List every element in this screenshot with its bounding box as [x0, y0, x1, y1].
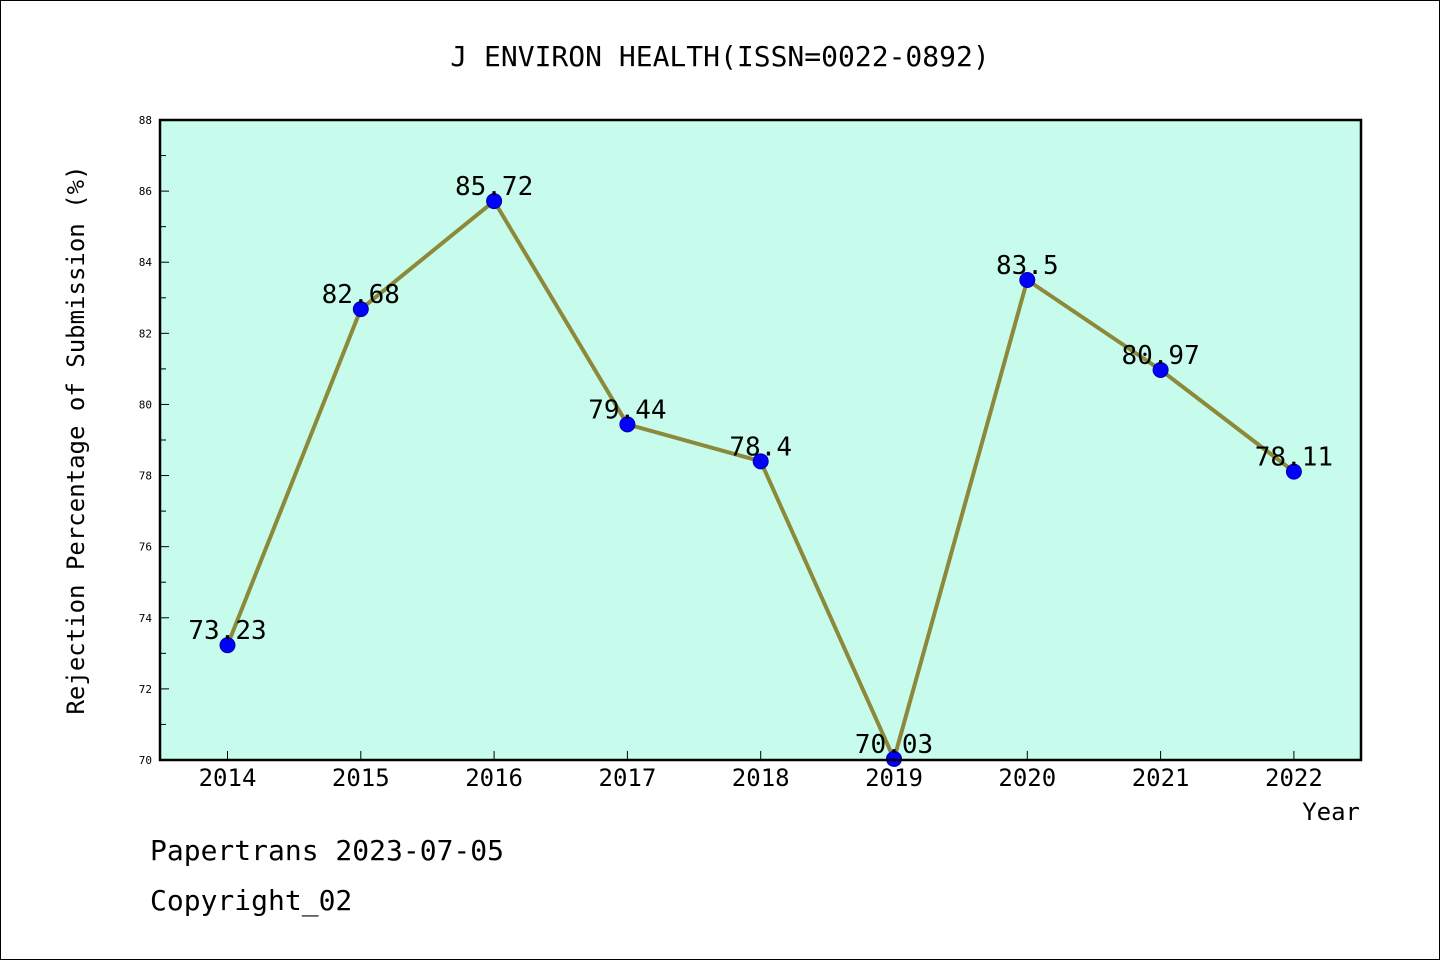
data-point: [486, 193, 503, 210]
footer-date: Papertrans 2023-07-05: [150, 834, 505, 867]
y-axis: 70 72 74 76 78 80 82 84 86 88: [139, 114, 169, 767]
data-label: 70.03: [855, 730, 933, 760]
y-tick-label: 72: [139, 683, 152, 696]
y-tick-label: 86: [139, 185, 152, 198]
data-point: [1285, 463, 1302, 480]
data-point: [1152, 361, 1169, 378]
data-label: 82.68: [322, 280, 400, 310]
y-tick-label: 76: [139, 541, 152, 554]
y-tick-label: 84: [139, 256, 153, 269]
y-tick-label: 74: [139, 612, 153, 625]
data-point: [219, 637, 236, 654]
y-tick-label: 82: [139, 327, 152, 340]
data-point: [752, 453, 769, 470]
chart-title: J ENVIRON HEALTH(ISSN=0022-0892): [450, 40, 989, 73]
data-label: 78.11: [1255, 443, 1333, 473]
x-axis-label: Year: [1302, 798, 1360, 826]
data-label: 80.97: [1121, 341, 1199, 371]
footer-copyright: Copyright_02: [150, 884, 353, 917]
x-tick-label: 2019: [865, 764, 923, 792]
data-label: 79.44: [588, 395, 666, 425]
x-axis: 2014 2015 2016 2017 2018 2019 2020 2021 2022: [199, 751, 1323, 792]
data-label: 73.23: [188, 616, 266, 646]
plot-area: [160, 120, 1361, 760]
x-tick-label: 2017: [599, 764, 657, 792]
y-tick-label: 78: [139, 470, 152, 483]
y-tick-label: 88: [139, 114, 152, 127]
data-label: 78.4: [729, 432, 792, 462]
x-tick-label: 2014: [199, 764, 257, 792]
plot-border: [158, 118, 1363, 762]
y-tick-label: 80: [139, 398, 152, 411]
x-tick-label: 2020: [998, 764, 1056, 792]
x-tick-label: 2018: [732, 764, 790, 792]
x-tick-label: 2021: [1132, 764, 1190, 792]
data-point: [619, 416, 636, 433]
y-tick-label: 70: [139, 754, 152, 767]
data-point: [1019, 272, 1036, 288]
data-label: 83.5: [996, 251, 1059, 281]
y-axis-label: Rejection Percentage of Submission (%): [62, 165, 90, 714]
data-point: [352, 301, 369, 318]
data-label: 85.72: [455, 172, 533, 202]
series-line: 73.23 82.68 85.72 79.44 78.4 70.03 83.5 80.97 78…: [188, 172, 1333, 767]
x-tick-label: 2022: [1265, 764, 1323, 792]
x-tick-label: 2015: [332, 764, 390, 792]
x-tick-label: 2016: [465, 764, 523, 792]
